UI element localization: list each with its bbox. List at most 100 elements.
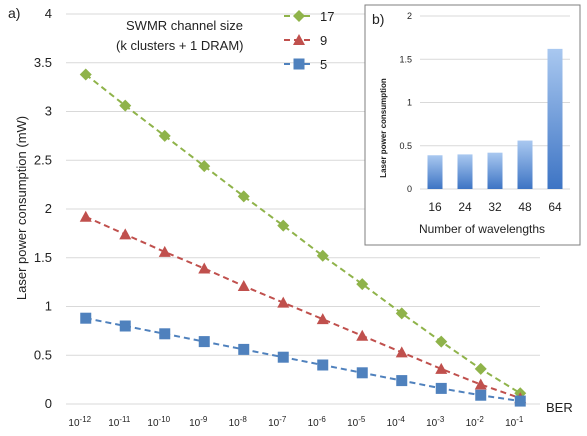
data-point-5: [198, 336, 210, 348]
chart-a-x-tick-label: 10-3: [426, 415, 445, 429]
bar-32: [487, 152, 503, 189]
chart-b-x-tick-label: 32: [488, 200, 502, 214]
chart-a-x-tick-label: 10-1: [505, 415, 524, 429]
data-point-17: [237, 190, 250, 203]
chart-a-y-tick-label: 3.5: [34, 55, 52, 70]
chart-b-x-tick-label: 64: [548, 200, 562, 214]
chart-a-x-axis-title: BER: [546, 400, 573, 415]
data-point-17: [79, 68, 92, 81]
chart-b-y-axis-title: Laser power consumption: [379, 78, 388, 178]
data-point-9: [395, 346, 408, 358]
bar-16: [427, 155, 443, 189]
chart-a-x-tick-label: 10-6: [308, 415, 327, 429]
chart-a-x-tick-label: 10-8: [229, 415, 248, 429]
data-point-17: [158, 129, 171, 142]
legend-marker-5: [293, 58, 305, 70]
data-point-9: [158, 245, 171, 257]
data-point-5: [475, 389, 487, 401]
legend-item-9: 9: [284, 33, 327, 48]
chart-a-x-tick-label: 10-11: [108, 415, 131, 429]
legend-item-5: 5: [284, 57, 327, 72]
series-line-17: [85, 73, 521, 395]
chart-b-y-ticks: 0 0.5 1 1.5 2: [399, 11, 412, 194]
chart-a-x-tick-label: 10-5: [347, 415, 366, 429]
legend-marker-9: [293, 34, 305, 45]
chart-a-y-tick-label: 3: [45, 104, 52, 119]
chart-a-y-tick-label: 0.5: [34, 347, 52, 362]
series-17: [79, 68, 527, 400]
data-point-17: [198, 160, 211, 173]
data-point-5: [435, 382, 447, 394]
data-point-9: [316, 313, 329, 325]
chart-a-y-tick-label: 0: [45, 396, 52, 411]
series-5: [80, 312, 526, 407]
legend-title-line2: (k clusters + 1 DRAM): [116, 38, 244, 53]
chart-a-y-ticks: 0 0.5 1 1.5 2 2.5 3 3.5 4: [34, 6, 52, 411]
chart-b-y-tick-label: 0.5: [399, 141, 412, 151]
data-point-5: [238, 343, 250, 355]
chart-a-x-tick-label: 10-12: [68, 415, 91, 429]
chart-a-x-ticks: 10-12 10-11 10-10 10-9 10-8 10-7 10-6 10-5 10-4 1…: [68, 415, 524, 429]
panel-label-b: b): [372, 11, 384, 27]
chart-b-x-axis-title: Number of wavelengths: [419, 222, 545, 236]
data-point-5: [317, 359, 329, 371]
data-point-9: [356, 329, 369, 341]
series-line-5: [85, 317, 521, 403]
data-point-9: [435, 362, 448, 374]
chart-b-x-tick-label: 48: [518, 200, 532, 214]
chart-a: a) 00.511.522.533.54 10-12 10-11 10-10 10-9…: [8, 5, 573, 429]
data-point-5: [356, 367, 368, 379]
data-point-9: [474, 378, 487, 390]
data-point-17: [356, 278, 369, 291]
data-point-17: [435, 335, 448, 348]
data-point-5: [159, 328, 171, 340]
chart-b-x-tick-label: 24: [458, 200, 472, 214]
data-point-17: [277, 219, 290, 232]
bar-48: [517, 140, 533, 189]
chart-b-bars: [427, 48, 563, 190]
data-point-17: [395, 307, 408, 320]
chart-a-y-tick-label: 1.5: [34, 250, 52, 265]
data-point-5: [119, 320, 131, 332]
panel-label-a: a): [8, 5, 20, 21]
chart-a-legend: SWMR channel size (k clusters + 1 DRAM) …: [116, 9, 334, 72]
chart-a-y-axis-title: Laser power consumption (mW): [14, 116, 29, 300]
chart-a-x-tick-label: 10-7: [268, 415, 287, 429]
legend-label: 17: [320, 9, 334, 24]
chart-b-frame: [364, 4, 581, 246]
chart-a-y-tick-label: 2: [45, 201, 52, 216]
chart-b-x-ticks: 16 24 32 48 64: [428, 200, 562, 214]
data-point-5: [514, 395, 526, 407]
chart-a-series: [79, 68, 527, 407]
data-point-9: [237, 280, 250, 292]
chart-a-x-tick-label: 10-2: [466, 415, 485, 429]
data-point-9: [277, 296, 290, 308]
data-point-5: [396, 375, 408, 387]
legend-marker-17: [293, 10, 305, 22]
legend-title-line1: SWMR channel size: [126, 18, 243, 33]
data-point-9: [119, 228, 132, 240]
bar-64: [547, 48, 563, 190]
chart-a-x-tick-label: 10-9: [189, 415, 208, 429]
chart-b: b) 0 0.5 1 1.5 2 16 24 32 48 64 Laser power cons…: [364, 4, 581, 246]
chart-a-y-tick-label: 4: [45, 6, 52, 21]
chart-a-y-tick-label: 1: [45, 299, 52, 314]
chart-b-y-tick-label: 2: [407, 11, 412, 21]
chart-a-x-tick-label: 10-10: [147, 415, 170, 429]
data-point-9: [79, 210, 92, 222]
chart-b-y-tick-label: 1.5: [399, 54, 412, 64]
bar-24: [457, 154, 473, 189]
data-point-5: [277, 351, 289, 363]
series-line-9: [85, 215, 521, 400]
data-point-17: [474, 362, 487, 375]
chart-a-x-tick-label: 10-4: [387, 415, 406, 429]
legend-label: 9: [320, 33, 327, 48]
data-point-5: [80, 312, 92, 324]
data-point-17: [316, 249, 329, 262]
chart-b-y-tick-label: 1: [407, 98, 412, 108]
chart-b-x-tick-label: 16: [428, 200, 442, 214]
data-point-9: [198, 262, 211, 274]
data-point-17: [119, 99, 132, 112]
